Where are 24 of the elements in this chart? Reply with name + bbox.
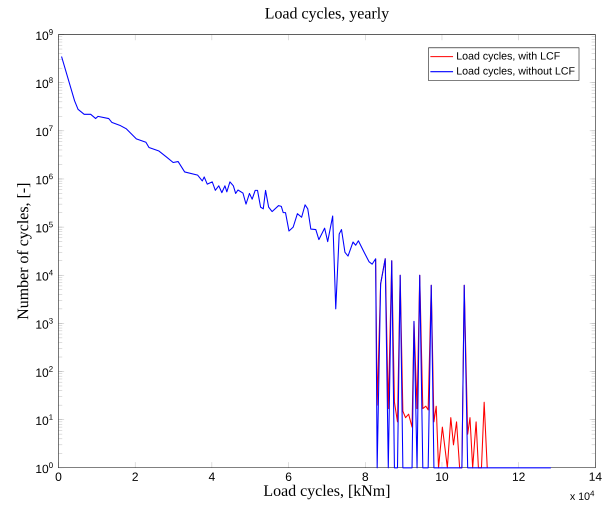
text: x 10$^{4}$ [570,490,594,500]
x-tick-label: 8 [362,472,368,481]
chart-title: Load cycles, yearly [265,7,390,22]
legend-label: Load cycles, without LCF [457,66,575,77]
x-tick-label: 14 [590,472,602,481]
y-tick-label: 10$^{2}$ [36,366,53,377]
y-tick-label: 10$^{4}$ [36,270,53,281]
x-tick-label: 4 [208,472,215,481]
y-tick-label: 10$^{9}$ [36,29,53,40]
y-tick-label: 10$^{5}$ [36,222,53,232]
x-tick-label: 2 [132,472,138,481]
x-tick-label: 6 [286,472,292,481]
x-axis-title: Load cycles, [kNm] [264,484,390,500]
y-tick-label: 10$^{7}$ [36,125,53,136]
y-axis-title: Number of cycles, [-] [16,184,32,320]
x-tick-label: 12 [512,472,525,481]
y-tick-label: 10$^{1}$ [36,414,53,425]
x-tick-label: 0 [56,472,62,481]
y-tick-label: 10$^{0}$ [36,462,53,474]
y-tick-label: 10$^{6}$ [36,174,53,184]
legend-label: Load cycles, with LCF [457,52,560,62]
x-tick-label: 10 [436,472,448,481]
y-tick-label: 10$^{3}$ [36,318,53,329]
y-tick-label: 10$^{8}$ [36,77,53,88]
